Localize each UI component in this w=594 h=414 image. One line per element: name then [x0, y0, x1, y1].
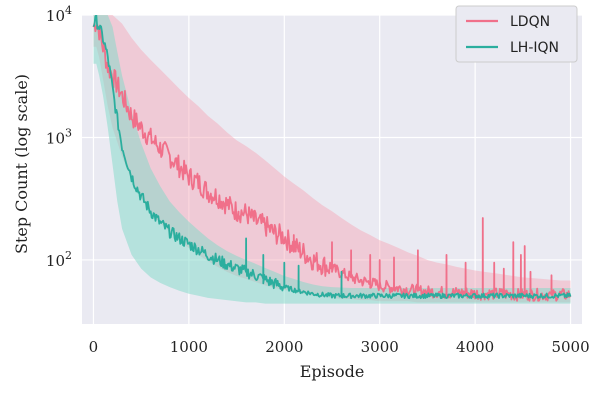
x-tick-label: 4000 [456, 338, 494, 356]
x-axis: 0 1000 2000 3000 4000 5000 [89, 338, 590, 356]
x-tick-label: 1000 [170, 338, 208, 356]
x-tick-label: 5000 [551, 338, 589, 356]
y-tick-label: 104 [46, 4, 72, 25]
legend-label-ldqn: LDQN [510, 14, 550, 30]
x-tick-label: 0 [89, 338, 99, 356]
y-tick-label: 103 [46, 126, 72, 147]
y-axis: 102 103 104 [46, 4, 72, 270]
plot-area [92, 15, 572, 304]
x-axis-label: Episode [300, 362, 365, 381]
band-ldqn [93, 15, 571, 303]
y-tick-label: 102 [46, 249, 72, 270]
legend-label-lh-iqn: LH-IQN [510, 40, 559, 56]
x-tick-label: 2000 [265, 338, 303, 356]
y-axis-label: Step Count (log scale) [12, 74, 31, 254]
legend: LDQN LH-IQN [455, 5, 578, 63]
x-tick-label: 3000 [361, 338, 399, 356]
series-line-lh-iqn [92, 15, 572, 300]
